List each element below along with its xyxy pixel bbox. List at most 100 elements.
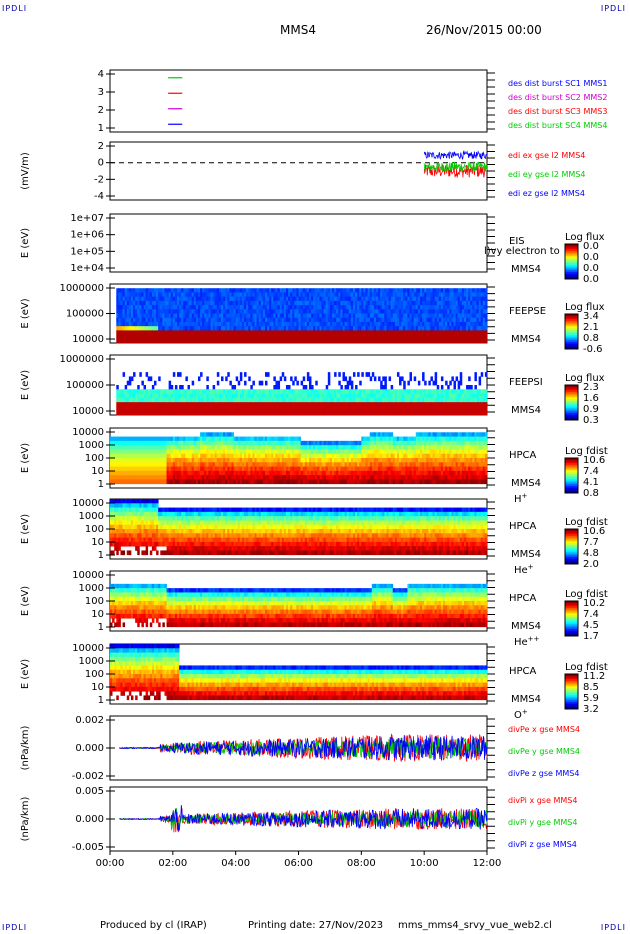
heatmap-cell [426, 300, 429, 306]
heatmap-cell [248, 376, 251, 382]
heatmap-cell [271, 389, 274, 394]
heatmap-cell [172, 300, 176, 306]
heatmap-cell [223, 458, 226, 463]
heatmap-cell [116, 296, 119, 302]
heatmap-cell [382, 338, 385, 344]
heatmap-cell [440, 305, 444, 310]
heatmap-cell [206, 436, 209, 442]
heatmap-cell [396, 406, 400, 412]
heatmap-cell [294, 326, 297, 331]
heatmap-cell [369, 330, 373, 335]
heatmap-cell [168, 338, 172, 344]
heatmap-cell [139, 453, 142, 459]
heatmap-cell [195, 330, 199, 335]
heatmap-cell [447, 305, 450, 310]
heatmap-cell [239, 406, 243, 412]
heatmap-cell [193, 458, 197, 463]
heatmap-cell [172, 393, 176, 399]
heatmap-cell [290, 338, 293, 344]
heatmap-cell [405, 402, 408, 407]
heatmap-cell [267, 296, 270, 302]
heatmap-cell [275, 338, 278, 344]
heatmap-cell [166, 470, 170, 476]
heatmap-cell [407, 410, 410, 416]
heatmap-cell [208, 288, 211, 293]
heatmap-cell [135, 406, 138, 412]
heatmap-cell [455, 393, 459, 399]
heatmap-cell [304, 338, 308, 344]
heatmap-cell [267, 453, 270, 459]
heatmap-cell [250, 389, 253, 394]
heatmap-cell [283, 470, 287, 476]
heatmap-cell [172, 449, 176, 455]
heatmap-cell [440, 376, 444, 382]
heatmap-cell [359, 309, 362, 314]
heatmap-cell [298, 453, 301, 459]
heatmap-cell [120, 338, 123, 344]
heatmap-cell [298, 397, 301, 403]
heatmap-cell [422, 372, 425, 377]
heatmap-cell [285, 385, 289, 390]
heatmap-cell [375, 317, 379, 323]
heatmap-cell [449, 380, 452, 386]
heatmap-cell [459, 330, 463, 335]
heatmap-cell [413, 313, 417, 319]
heatmap-cell [476, 406, 480, 412]
heatmap-cell [269, 479, 272, 485]
heatmap-cell [346, 296, 350, 302]
heatmap-cell [424, 296, 427, 302]
heatmap-cell [202, 402, 205, 407]
heatmap-cell [110, 453, 113, 459]
heatmap-cell [210, 479, 214, 485]
heatmap-cell [411, 288, 415, 293]
heatmap-cell [386, 292, 389, 298]
heatmap-cell [166, 445, 170, 450]
heatmap-cell [386, 317, 389, 323]
heatmap-cell [128, 479, 132, 485]
heatmap-cell [241, 338, 245, 344]
heatmap-cell [258, 300, 262, 306]
heatmap-cell [285, 296, 289, 302]
heatmap-cell [112, 445, 115, 450]
heatmap-cell [472, 393, 475, 399]
heatmap-cell [302, 406, 306, 412]
heatmap-cell [214, 479, 218, 485]
heatmap-cell [484, 292, 488, 298]
heatmap-cell [308, 317, 312, 323]
heatmap-cell [145, 321, 149, 327]
heatmap-cell [174, 397, 178, 403]
heatmap-cell [231, 462, 234, 467]
heatmap-cell [449, 393, 452, 399]
heatmap-cell [288, 462, 291, 467]
heatmap-cell [185, 376, 188, 382]
heatmap-cell [210, 393, 214, 399]
heatmap-cell [459, 334, 463, 340]
heatmap-cell [191, 449, 195, 455]
heatmap-cell [258, 406, 262, 412]
heatmap-cell [250, 397, 253, 403]
heatmap-cell [204, 470, 207, 476]
heatmap-cell [130, 338, 134, 344]
heatmap-cell [133, 449, 136, 455]
heatmap-cell [463, 317, 467, 323]
heatmap-cell [231, 313, 234, 319]
heatmap-cell [256, 317, 260, 323]
heatmap-cell [179, 292, 182, 298]
heatmap-cell [440, 296, 444, 302]
heatmap-cell [306, 393, 310, 399]
heatmap-cell [237, 479, 241, 485]
heatmap-cell [482, 326, 486, 331]
heatmap-cell [254, 313, 258, 319]
heatmap-cell [225, 453, 228, 459]
heatmap-cell [468, 410, 471, 416]
heatmap-cell [288, 326, 291, 331]
heatmap-cell [294, 292, 297, 298]
heatmap-cell [141, 397, 144, 403]
heatmap-cell [191, 309, 195, 314]
colorbar-swatch [565, 418, 578, 421]
heatmap-cell [480, 338, 484, 344]
colorbar-swatch [565, 414, 578, 417]
heatmap-cell [447, 402, 450, 407]
heatmap-cell [172, 372, 176, 377]
colorbar-title: Log flux [565, 302, 605, 313]
